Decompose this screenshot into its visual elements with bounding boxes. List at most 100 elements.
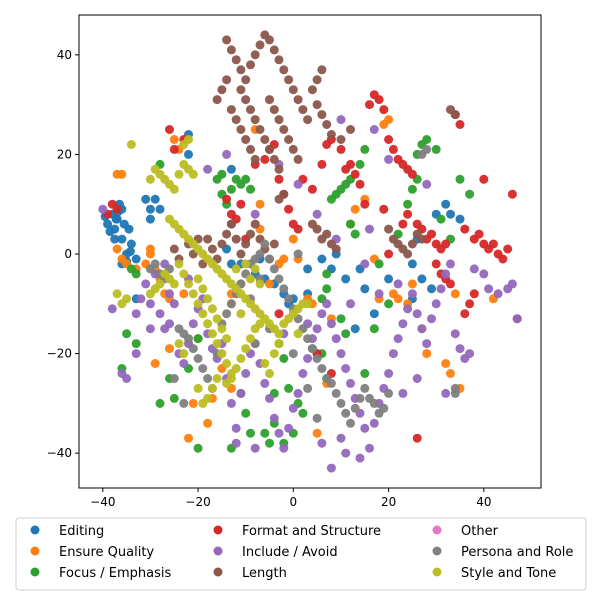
data-point [312,75,322,85]
data-point [384,369,394,378]
data-point [241,408,251,418]
data-point [145,289,155,299]
data-point [274,164,284,174]
data-point [125,247,135,256]
data-point [269,105,279,115]
legend-item: Include / Avoid [213,545,338,560]
data-point [169,393,179,403]
data-point [203,418,213,428]
data-point [455,120,465,129]
legend-label: Other [461,524,499,539]
data-point [203,164,213,174]
data-point [460,309,470,319]
data-point [231,264,241,274]
data-point [222,359,232,368]
data-point [203,393,213,403]
data-point [279,125,289,134]
data-point [341,408,351,418]
data-point [274,274,284,284]
legend-marker [213,567,223,577]
data-point [250,219,260,229]
data-point [165,319,174,329]
data-point [274,339,284,349]
data-point [298,408,308,418]
data-point [98,204,108,214]
legend-marker [432,567,442,577]
data-point [222,229,232,239]
data-point [241,369,251,378]
data-point [284,294,294,304]
data-point [360,199,370,209]
data-point [188,344,198,354]
data-point [407,239,417,249]
data-point [112,204,122,214]
axes-frame [78,14,542,489]
x-tick-label: −20 [185,495,210,509]
data-point [484,284,494,294]
data-point [465,189,475,199]
data-point [312,354,322,363]
data-point [450,383,460,393]
data-point [279,254,289,264]
data-point [365,224,374,234]
data-point [350,229,360,239]
data-point [112,244,122,254]
data-point [326,378,336,388]
data-point [241,344,251,354]
data-point [507,279,517,289]
data-point [398,388,408,398]
legend-item: Ensure Quality [30,545,154,560]
data-point [336,144,346,154]
data-point [250,115,260,125]
data-point [212,314,222,324]
data-point [117,234,127,244]
data-point [407,184,417,194]
data-point [312,209,322,219]
data-point [246,105,255,115]
data-point [441,359,451,368]
data-point [465,299,475,309]
data-point [269,413,279,423]
y-tick-label: 0 [64,247,72,261]
data-point [150,259,160,269]
data-point [384,115,394,125]
data-point [441,239,451,249]
data-point [117,169,127,179]
data-point [193,354,203,363]
data-point [179,269,189,279]
data-point [169,135,179,144]
data-point [384,388,394,398]
data-point [226,45,236,55]
data-point [403,304,413,314]
y-tick-label: −20 [47,347,72,361]
data-point [222,309,232,319]
data-point [346,125,355,134]
data-point [193,334,203,344]
data-point [322,284,332,294]
series-5 [169,30,460,269]
data-point [407,289,417,299]
data-point [236,309,246,319]
data-point [293,388,303,398]
data-point [255,319,265,329]
data-point [369,324,379,334]
data-point [384,274,394,284]
data-point [422,349,432,359]
data-point [412,309,422,319]
data-point [279,189,289,199]
data-point [379,403,389,413]
x-tick-label: 40 [476,495,491,509]
data-point [312,413,322,423]
data-point [384,299,394,309]
legend-marker [30,546,40,556]
data-point [455,174,465,184]
legend-label: Focus / Emphasis [59,566,171,581]
data-point [384,249,394,259]
data-point [260,239,270,249]
legend: Editing Ensure Quality Focus / Emphasis For… [15,517,587,591]
data-point [403,199,413,209]
data-point [317,254,327,264]
data-point [446,279,455,289]
data-point [207,304,217,314]
data-point [222,75,232,85]
